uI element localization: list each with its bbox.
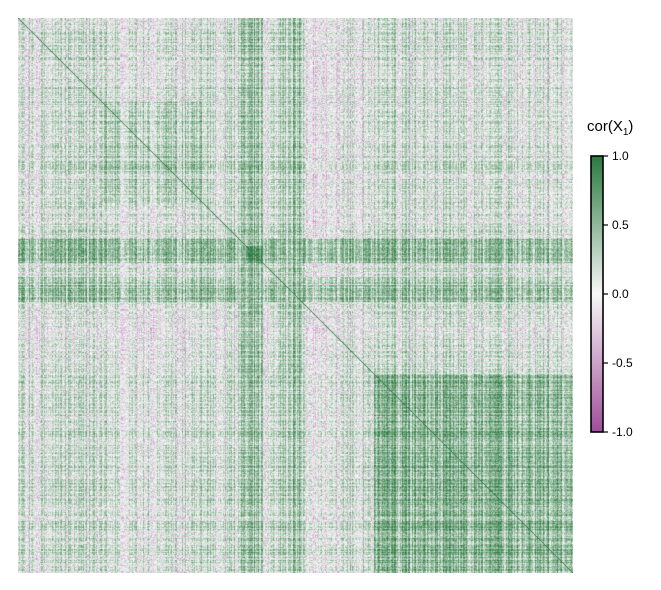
colorbar-legend: cor(X1) 1.0 0.5 0.0 -0.5 -1.0 (585, 118, 661, 448)
colorbar-tick-label: -0.5 (612, 356, 633, 370)
colorbar: 1.0 0.5 0.0 -0.5 -1.0 (590, 149, 633, 438)
correlation-heatmap (18, 18, 573, 573)
colorbar-tick-label: 0.5 (612, 218, 629, 232)
colorbar-tick-label: -1.0 (612, 425, 633, 438)
legend-title: cor(X1) (587, 118, 634, 138)
heatmap-cells (18, 18, 573, 573)
colorbar-tick-label: 1.0 (612, 149, 629, 163)
colorbar-tick-label: 0.0 (612, 287, 629, 301)
colorbar-gradient (590, 155, 604, 433)
